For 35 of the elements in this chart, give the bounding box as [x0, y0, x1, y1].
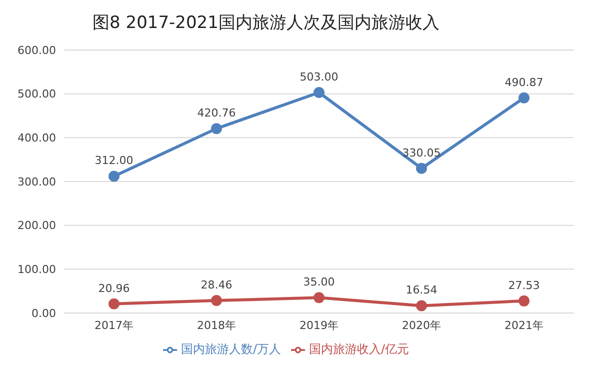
- x-tick-label: 2018年: [197, 318, 236, 332]
- y-tick-label: 600.00: [18, 44, 56, 57]
- point: [314, 87, 324, 98]
- point: [416, 162, 427, 174]
- legend-label: 国内旅游人数/万人: [180, 342, 281, 356]
- point: [211, 295, 222, 306]
- data-label: 312.00: [94, 154, 134, 168]
- data-label: 35.00: [303, 276, 335, 289]
- chart-title: 图8 2017-2021国内旅游人次及国内旅游收入: [92, 12, 440, 35]
- data-label: 490.87: [504, 76, 544, 89]
- y-tick-label: 0.00: [32, 306, 56, 320]
- point: [518, 295, 530, 306]
- x-tick-label: 2017年: [94, 318, 134, 332]
- data-label: 16.54: [406, 284, 438, 297]
- point: [108, 170, 120, 182]
- data-label: 20.96: [98, 282, 130, 295]
- y-tick-label: 100.00: [18, 263, 56, 276]
- point: [416, 300, 427, 312]
- y-tick-label: 400.00: [18, 132, 56, 145]
- point: [108, 298, 120, 310]
- y-tick-label: 300.00: [18, 175, 56, 188]
- data-label: 330.05: [402, 146, 441, 160]
- point: [211, 123, 222, 134]
- y-tick-label: 500.00: [18, 88, 56, 101]
- data-label: 503.00: [300, 70, 338, 84]
- y-tick-label: 200.00: [18, 219, 56, 232]
- data-label: 28.46: [200, 278, 232, 292]
- x-tick-label: 2020年: [402, 318, 441, 332]
- legend-label: 国内旅游收入/亿元: [309, 342, 410, 356]
- x-tick-label: 2019年: [300, 318, 338, 332]
- data-label: 420.76: [197, 106, 236, 120]
- point: [518, 92, 530, 104]
- data-label: 27.53: [508, 278, 540, 292]
- x-tick-label: 2021年: [504, 318, 544, 332]
- point: [314, 292, 324, 304]
